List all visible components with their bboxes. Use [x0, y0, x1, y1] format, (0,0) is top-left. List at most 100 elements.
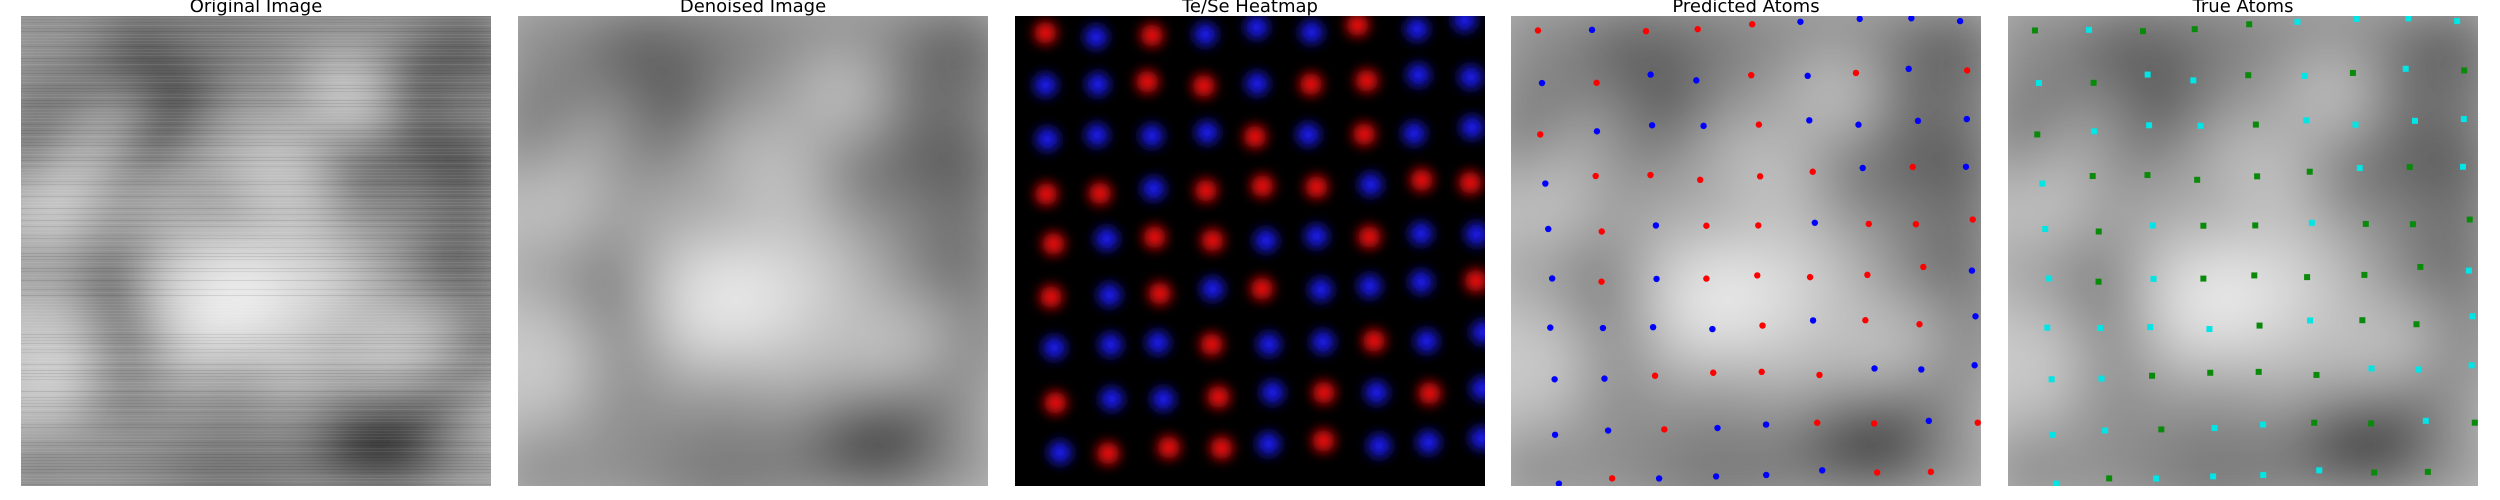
scan-line [21, 427, 491, 428]
atom-marker [2147, 324, 2154, 331]
scan-line [21, 91, 491, 92]
heat-spot [1086, 73, 1109, 96]
texture-blob [1545, 393, 1695, 484]
scan-line [21, 331, 491, 332]
atom-marker [2190, 77, 2197, 84]
scan-line [21, 355, 491, 356]
panel-image [2008, 16, 2478, 486]
heat-spot [1465, 223, 1485, 246]
texture-blob [925, 75, 988, 137]
texture-blob [261, 333, 337, 405]
atom-marker [1809, 317, 1817, 324]
scan-line [21, 232, 491, 233]
texture-blob [306, 56, 394, 141]
heat-spot [1362, 329, 1385, 352]
scan-line [21, 43, 491, 44]
atom-marker [2415, 366, 2422, 373]
atom-marker [2150, 275, 2157, 282]
heat-spot [1250, 277, 1273, 300]
texture-blob [21, 285, 101, 397]
scan-line [21, 292, 491, 293]
scan-line [21, 409, 491, 410]
atom-marker [1601, 375, 1608, 382]
texture-blob [2415, 75, 2478, 137]
texture [518, 16, 988, 486]
texture-blob [1673, 396, 1806, 486]
atom-marker [1816, 371, 1823, 379]
scan-line [21, 196, 491, 197]
atom-marker [1548, 275, 1556, 282]
atom-marker [2042, 225, 2049, 232]
heat-spot [1405, 18, 1428, 41]
heat-spot [1410, 169, 1433, 192]
scan-line [21, 361, 491, 362]
scan-line [21, 160, 491, 161]
scan-line [21, 469, 491, 470]
texture-blob [1511, 170, 1582, 250]
scan-line [21, 70, 491, 71]
panel-image [1015, 16, 1485, 486]
atom-marker [1599, 324, 1607, 332]
texture-blob [518, 170, 589, 250]
scan-line [21, 52, 491, 53]
texture-blob [183, 396, 316, 486]
atom-marker [1804, 72, 1811, 80]
heat-spot [1459, 66, 1482, 89]
heat-spot [1305, 225, 1328, 248]
scan-line [21, 148, 491, 149]
heat-spot [1311, 330, 1334, 353]
panel: Denoised Image [518, 0, 988, 486]
scan-line [21, 448, 491, 449]
texture-blob [2293, 56, 2381, 141]
texture-blob [1615, 66, 1707, 186]
atom-marker [1551, 376, 1558, 383]
scan-line [21, 388, 491, 389]
scan-line [21, 268, 491, 269]
atom-marker [1551, 431, 1559, 438]
scan-line [21, 364, 491, 365]
scan-line [21, 391, 491, 392]
atom-marker [2303, 117, 2310, 124]
texture-blob [2112, 66, 2204, 186]
texture-blob [55, 393, 205, 484]
scan-line [21, 343, 491, 344]
scan-line [21, 298, 491, 299]
atom-marker [1918, 366, 1925, 373]
atom-marker [1547, 324, 1554, 331]
scan-line [21, 457, 491, 458]
atom-marker [1811, 219, 1819, 226]
atom-marker [2362, 220, 2369, 227]
heat-spot [1099, 333, 1122, 356]
atom-marker [1806, 273, 1814, 281]
scan-line [21, 403, 491, 404]
scan-line [21, 478, 491, 479]
heat-spot [1100, 387, 1123, 410]
heat-spot [1312, 381, 1335, 404]
heat-spot [1258, 333, 1281, 356]
texture-blob [518, 98, 635, 223]
scan-line [21, 64, 491, 65]
heat-spot [1417, 431, 1440, 454]
scan-line [21, 271, 491, 272]
atom-marker [2465, 267, 2472, 274]
texture-blob [125, 66, 217, 186]
atom-marker [1653, 275, 1660, 283]
atom-marker [2405, 16, 2412, 22]
texture-blob [428, 75, 491, 137]
scan-line [21, 151, 491, 152]
atom-marker [2194, 176, 2201, 183]
atom-marker [1856, 16, 1863, 23]
scan-line [21, 352, 491, 353]
scan-line [21, 367, 491, 368]
texture-blob [2308, 406, 2428, 486]
atom-marker [2046, 275, 2053, 282]
atom-marker [2311, 419, 2318, 426]
scan-line [21, 340, 491, 341]
atom-marker [2252, 121, 2259, 128]
atom-marker [2468, 362, 2475, 369]
scan-line [21, 154, 491, 155]
heat-spot [1034, 21, 1057, 44]
heat-spot [1365, 381, 1388, 404]
texture-blob [21, 170, 92, 250]
